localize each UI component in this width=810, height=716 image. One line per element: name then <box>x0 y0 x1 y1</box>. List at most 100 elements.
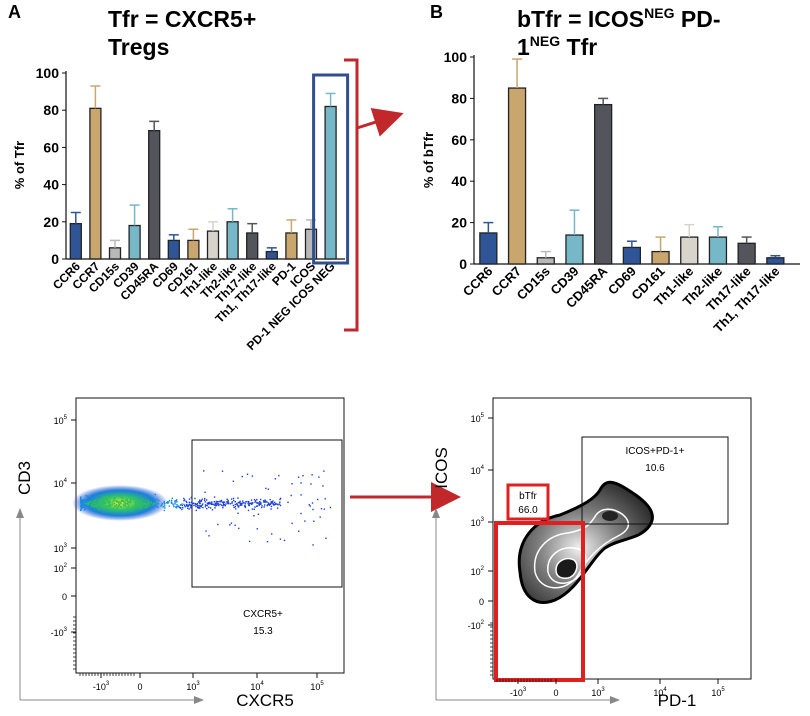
flow-left-event <box>256 502 258 504</box>
flow-left-event <box>222 507 224 509</box>
flow-left-event <box>93 497 95 499</box>
flow-left-event <box>85 505 88 508</box>
bar <box>246 232 259 260</box>
flow-left-event <box>88 499 90 501</box>
flow-left-event <box>199 499 201 501</box>
flow-left-event <box>80 496 82 498</box>
flow-left-event <box>93 505 95 507</box>
flow-left-event <box>102 502 105 504</box>
flow-left-event <box>143 502 146 504</box>
flow-left-event-sparse <box>271 533 273 535</box>
flow-y-tick-label: -102 <box>468 620 485 631</box>
flow-left-event-sparse <box>256 528 258 530</box>
flow-left-event <box>87 497 90 499</box>
flow-right-gate-top-value: 10.6 <box>645 463 665 474</box>
flow-left-event <box>137 502 140 504</box>
flow-left-event <box>269 503 271 505</box>
flow-left-event <box>236 502 238 505</box>
flow-x-tick-label: 0 <box>553 688 558 698</box>
flow-left-event <box>260 501 262 504</box>
flow-left-event <box>225 503 227 505</box>
flow-left-event <box>133 506 135 509</box>
flow-left-event <box>239 500 241 502</box>
flow-left-event <box>157 499 160 502</box>
flow-left-event <box>195 509 197 512</box>
flow-x-tick-label: -103 <box>93 681 110 692</box>
flow-left-event <box>168 499 171 502</box>
flow-left-event <box>140 507 142 509</box>
flow-left-event <box>88 507 90 509</box>
flow-left-event <box>109 501 111 503</box>
flow-left-event <box>164 507 166 509</box>
flow-left-gate <box>191 439 343 588</box>
flow-right-ylabel: ICOS <box>432 447 451 489</box>
flow-left-event-sparse <box>267 488 270 490</box>
y-tick-label: 0 <box>51 251 59 267</box>
flow-left-event <box>244 506 247 509</box>
flow-left-event <box>163 509 166 512</box>
flow-left-event <box>154 499 156 502</box>
flow-y-tick-label: 0 <box>62 592 67 602</box>
flow-left-event-sparse <box>204 491 206 493</box>
flow-left-event <box>223 501 226 503</box>
flow-left-event <box>101 502 104 504</box>
flow-left-event <box>249 502 251 505</box>
flow-left-event <box>172 503 174 505</box>
flow-left-event <box>217 503 219 505</box>
flow-left-event <box>279 497 282 500</box>
flow-left-event <box>107 501 109 503</box>
flow-plot-right: ICOS PD-1 ICOS+PD-1+ 10.6 bTfr 66.0 1051… <box>432 397 752 710</box>
flow-left-event <box>274 503 277 505</box>
bar <box>680 236 699 265</box>
flow-left-event-sparse <box>302 475 304 477</box>
flow-left-event <box>176 501 178 503</box>
flow-left-event <box>268 503 270 505</box>
flow-left-event-sparse <box>265 487 267 490</box>
flow-left-event <box>127 506 129 508</box>
flow-left-event <box>82 506 85 508</box>
flow-left-event <box>178 506 180 508</box>
flow-left-event <box>200 505 202 507</box>
flow-left-event <box>184 506 186 508</box>
bar <box>69 223 82 260</box>
flow-left-event <box>274 501 276 504</box>
flow-left-event-sparse <box>251 475 254 477</box>
flow-left-event <box>86 503 89 506</box>
flow-left-y-arrowhead <box>16 508 24 518</box>
flow-left-event-sparse <box>310 483 312 485</box>
flow-left-event <box>100 506 102 508</box>
flow-left-event <box>103 507 105 509</box>
flow-left-event <box>97 509 99 511</box>
flow-left-event <box>82 499 84 502</box>
flow-left-event <box>130 507 132 510</box>
flow-left-event <box>208 506 210 508</box>
flow-left-event <box>207 502 209 504</box>
flow-y-tick-label: 102 <box>471 566 485 577</box>
flow-left-event <box>94 502 97 504</box>
flow-left-event <box>264 501 267 503</box>
flow-left-event-sparse <box>304 520 306 522</box>
flow-left-event <box>176 507 178 509</box>
flow-left-event <box>95 505 97 507</box>
flow-left-event <box>224 504 226 507</box>
flow-left-event <box>125 507 128 510</box>
flow-left-event <box>270 505 273 508</box>
flow-left-event <box>136 503 138 506</box>
flow-left-event <box>146 502 148 504</box>
flow-left-event <box>139 504 141 506</box>
flow-left-event <box>247 502 249 505</box>
flow-right-gate-top-name: ICOS+PD-1+ <box>626 446 685 457</box>
flow-left-event <box>124 501 126 503</box>
flow-left-event <box>194 497 196 500</box>
y-axis-label: % of bTfr <box>421 132 436 188</box>
panel-b-letter: B <box>430 2 443 22</box>
bar <box>651 250 670 265</box>
flow-left-event-sparse <box>300 494 302 496</box>
flow-left-event <box>126 499 128 501</box>
flow-left-event <box>267 504 269 506</box>
flow-left-event <box>94 506 96 508</box>
flow-left-event <box>152 497 154 500</box>
flow-left-event <box>135 502 137 504</box>
flow-left-event <box>108 503 111 506</box>
flow-left-event <box>226 498 228 500</box>
